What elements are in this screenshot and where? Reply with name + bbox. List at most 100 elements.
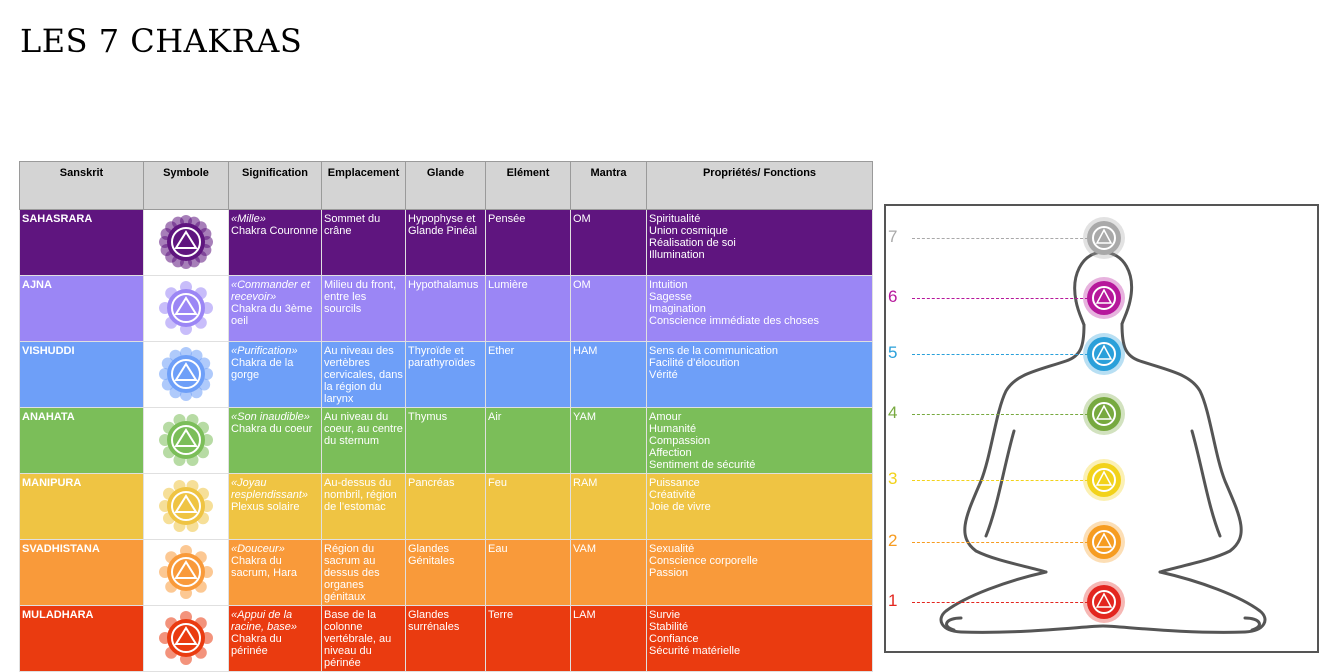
cell-signification: «Joyau resplendissant» Plexus solaire <box>228 473 322 540</box>
property-item: Sécurité matérielle <box>649 645 741 657</box>
chakra-body-figure: 7 6 5 4 3 2 1 <box>884 204 1319 653</box>
property-item: Intuition <box>649 279 688 291</box>
cell-signification: «Commander et recevoir» Chakra du 3ème o… <box>228 275 322 342</box>
cell-emplacement: Au-dessus du nombril, région de l’estoma… <box>321 473 406 540</box>
cell-proprietes: Puissance Créativité Joie de vivre <box>646 473 873 540</box>
cell-signification: «Mille» Chakra Couronne <box>228 209 322 276</box>
cell-proprietes: Sexualité Conscience corporelle Passion <box>646 539 873 606</box>
signification-italic: «Mille» <box>231 213 266 225</box>
chakra-symbol-icon <box>143 209 229 276</box>
cell-proprietes: Spiritualité Union cosmique Réalisation de… <box>646 209 873 276</box>
table-row: ANAHATA «Son inaudible» Chakra du coeur … <box>19 407 873 474</box>
header-sanskrit: Sanskrit <box>19 161 144 210</box>
property-item: Amour <box>649 411 682 423</box>
cell-sanskrit: MULADHARA <box>19 605 144 672</box>
cell-emplacement: Sommet du crâne <box>321 209 406 276</box>
cell-glande: Thyroïde et parathyroïdes <box>405 341 486 408</box>
cell-signification: «Purification» Chakra de la gorge <box>228 341 322 408</box>
header-glande: Glande <box>405 161 486 210</box>
header-emplacement: Emplacement <box>321 161 406 210</box>
chakra-dotted-line <box>912 298 1088 299</box>
chakra-number-label: 4 <box>888 403 898 422</box>
header-symbole: Symbole <box>143 161 229 210</box>
property-item: Humanité <box>649 423 697 435</box>
cell-glande: Thymus <box>405 407 486 474</box>
signification-text: Chakra de la gorge <box>231 357 294 381</box>
signification-text: Chakra du 3ème oeil <box>231 303 313 327</box>
chakras-table: Sanskrit Symbole Signification Emplaceme… <box>19 161 873 672</box>
cell-emplacement: Au niveau du coeur, au centre du sternum <box>321 407 406 474</box>
table-row: AJNA «Commander et recevoir» Chakra du 3… <box>19 275 873 342</box>
property-item: Spiritualité <box>649 213 701 225</box>
cell-proprietes: Amour Humanité Compassion Affection Sentimen… <box>646 407 873 474</box>
property-item: Vérité <box>649 369 678 381</box>
cell-element: Feu <box>485 473 571 540</box>
signification-text: Plexus solaire <box>231 501 300 513</box>
property-item: Joie de vivre <box>649 501 711 513</box>
cell-proprietes: Sens de la communication Facilité d’élocu… <box>646 341 873 408</box>
chakra-symbol-icon <box>143 539 229 606</box>
chakra-number-label: 5 <box>888 343 898 362</box>
chakra-symbol-icon <box>1087 221 1121 255</box>
property-item: Compassion <box>649 435 711 447</box>
property-item: Illumination <box>649 249 705 261</box>
property-item: Imagination <box>649 303 706 315</box>
table-row: SVADHISTANA «Douceur» Chakra du sacrum, … <box>19 539 873 606</box>
signification-italic: «Commander et recevoir» <box>231 279 310 303</box>
cell-mantra: OM <box>570 275 647 342</box>
cell-sanskrit: AJNA <box>19 275 144 342</box>
property-item: Créativité <box>649 489 696 501</box>
cell-signification: «Douceur» Chakra du sacrum, Hara <box>228 539 322 606</box>
property-item: Réalisation de soi <box>649 237 736 249</box>
cell-emplacement: Milieu du front, entre les sourcils <box>321 275 406 342</box>
cell-element: Lumière <box>485 275 571 342</box>
signification-italic: «Son inaudible» <box>231 411 310 423</box>
header-element: Elément <box>485 161 571 210</box>
table-row: MULADHARA «Appui de la racine, base» Cha… <box>19 605 873 672</box>
cell-element: Eau <box>485 539 571 606</box>
cell-glande: Hypothalamus <box>405 275 486 342</box>
chakra-dotted-line <box>912 480 1088 481</box>
chakra-symbol-icon <box>1087 397 1121 431</box>
chakra-number-label: 2 <box>888 531 898 550</box>
cell-mantra: RAM <box>570 473 647 540</box>
cell-sanskrit: MANIPURA <box>19 473 144 540</box>
cell-signification: «Appui de la racine, base» Chakra du pér… <box>228 605 322 672</box>
property-item: Sentiment de sécurité <box>649 459 756 471</box>
header-proprietes: Propriétés/ Fonctions <box>646 161 873 210</box>
cell-mantra: LAM <box>570 605 647 672</box>
property-item: Puissance <box>649 477 700 489</box>
property-item: Facilité d’élocution <box>649 357 740 369</box>
cell-emplacement: Au niveau des vertèbres cervicales, dans… <box>321 341 406 408</box>
meditating-body-illustration <box>939 250 1267 634</box>
chakra-number-label: 3 <box>888 469 898 488</box>
property-item: Passion <box>649 567 689 579</box>
cell-sanskrit: SAHASRARA <box>19 209 144 276</box>
signification-italic: «Appui de la racine, base» <box>231 609 298 633</box>
chakra-number-label: 1 <box>888 591 898 610</box>
chakra-symbol-icon <box>1087 281 1121 315</box>
chakra-dotted-line <box>912 602 1088 603</box>
chakra-symbol-icon <box>1087 525 1121 559</box>
chakra-symbol-icon <box>143 341 229 408</box>
cell-glande: Glandes Génitales <box>405 539 486 606</box>
page-title: LES 7 CHAKRAS <box>20 22 303 60</box>
chakra-dotted-line <box>912 414 1088 415</box>
property-item: Sagesse <box>649 291 692 303</box>
chakra-symbol-icon <box>143 473 229 540</box>
table-row: SAHASRARA «Mille» Chakra Couronne Sommet… <box>19 209 873 276</box>
cell-emplacement: Région du sacrum au dessus des organes g… <box>321 539 406 606</box>
cell-element: Terre <box>485 605 571 672</box>
chakra-symbol-icon <box>143 605 229 672</box>
header-row: Sanskrit Symbole Signification Emplaceme… <box>19 161 873 210</box>
cell-sanskrit: SVADHISTANA <box>19 539 144 606</box>
cell-glande: Pancréas <box>405 473 486 540</box>
cell-sanskrit: ANAHATA <box>19 407 144 474</box>
property-item: Survie <box>649 609 681 621</box>
chakra-symbol-icon <box>1087 463 1121 497</box>
cell-mantra: OM <box>570 209 647 276</box>
cell-element: Pensée <box>485 209 571 276</box>
cell-mantra: HAM <box>570 341 647 408</box>
chakra-number-label: 7 <box>888 227 898 246</box>
property-item: Sexualité <box>649 543 695 555</box>
